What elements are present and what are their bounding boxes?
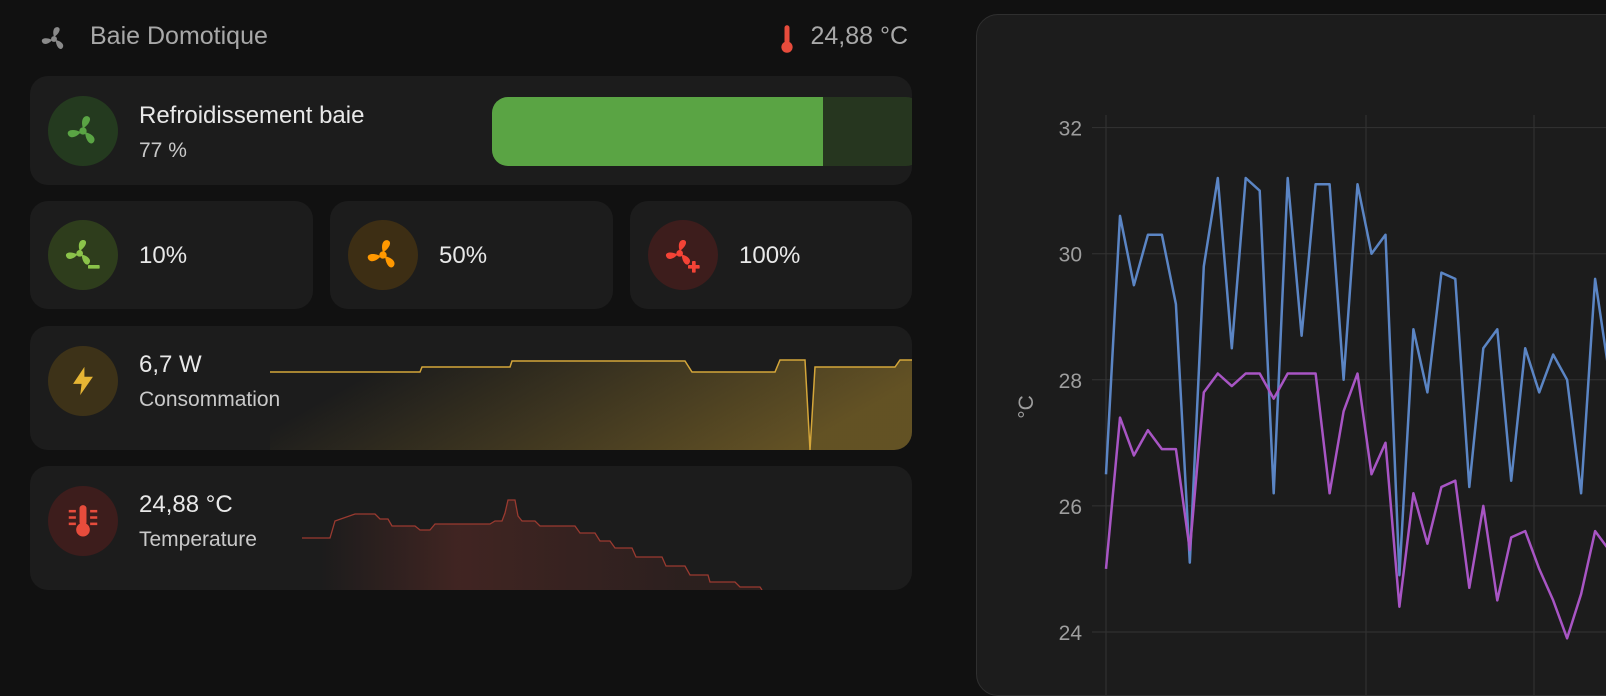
consumption-sensor-card[interactable]: 6,7 W Consommation: [30, 326, 912, 450]
temperature-value: 24,88 °C: [139, 491, 233, 518]
y-tick-label: 30: [1059, 244, 1082, 267]
fan-icon: [67, 116, 95, 144]
card-title: Baie Domotique: [90, 22, 268, 50]
consumption-sparkline: [270, 359, 912, 450]
preset-tile-100[interactable]: 100%: [630, 201, 912, 309]
temperature-history-chart: 24 26 28 30 32 °C: [1015, 115, 1606, 695]
cooling-name: Refroidissement baie: [139, 102, 365, 129]
cooling-tile[interactable]: Refroidissement baie 77 %: [30, 76, 912, 185]
dashboard-panel: Baie Domotique 24,88 °C Refroidissement …: [30, 18, 912, 590]
temperature-sparkline: [210, 499, 763, 590]
preset-tile-50[interactable]: 50%: [330, 201, 613, 309]
temperature-icon-circle: [48, 486, 118, 556]
y-axis-label: °C: [1015, 395, 1038, 419]
y-tick-label: 32: [1059, 118, 1082, 141]
card-header: Baie Domotique 24,88 °C: [38, 18, 908, 58]
fan-plus-icon: [665, 240, 700, 273]
temperature-history-card: 24 26 28 30 32 °C: [976, 14, 1606, 696]
cooling-state: 77 %: [139, 139, 187, 162]
flash-icon: [73, 366, 93, 396]
cooling-slider-fill: [492, 97, 824, 166]
consumption-label: Consommation: [139, 388, 281, 411]
preset-label: 50%: [439, 242, 488, 269]
fan-icon: [367, 240, 395, 268]
series-line-2: [1104, 372, 1606, 640]
series-line-1: [1104, 176, 1606, 577]
thermometer-icon: [68, 505, 98, 537]
y-tick-label: 24: [1059, 622, 1083, 645]
header-temperature: 24,88 °C: [810, 22, 908, 50]
y-tick-label: 26: [1059, 496, 1082, 519]
preset-icon-circle: [348, 220, 418, 290]
y-tick-label: 28: [1059, 370, 1082, 393]
consumption-value: 6,7 W: [139, 351, 202, 378]
preset-icon-circle: [48, 220, 118, 290]
consumption-icon-circle: [48, 346, 118, 416]
cooling-slider[interactable]: [492, 97, 912, 166]
temperature-label: Temperature: [139, 528, 257, 551]
preset-label: 10%: [139, 242, 188, 269]
preset-icon-circle: [648, 220, 718, 290]
fan-icon: [41, 27, 64, 49]
cooling-icon-circle[interactable]: [48, 96, 118, 166]
preset-tile-10[interactable]: 10%: [30, 201, 313, 309]
temperature-sensor-card[interactable]: 24,88 °C Temperature: [30, 466, 912, 590]
preset-label: 100%: [739, 242, 801, 269]
thermometer-icon: [781, 25, 793, 53]
fan-minus-icon: [65, 240, 100, 269]
